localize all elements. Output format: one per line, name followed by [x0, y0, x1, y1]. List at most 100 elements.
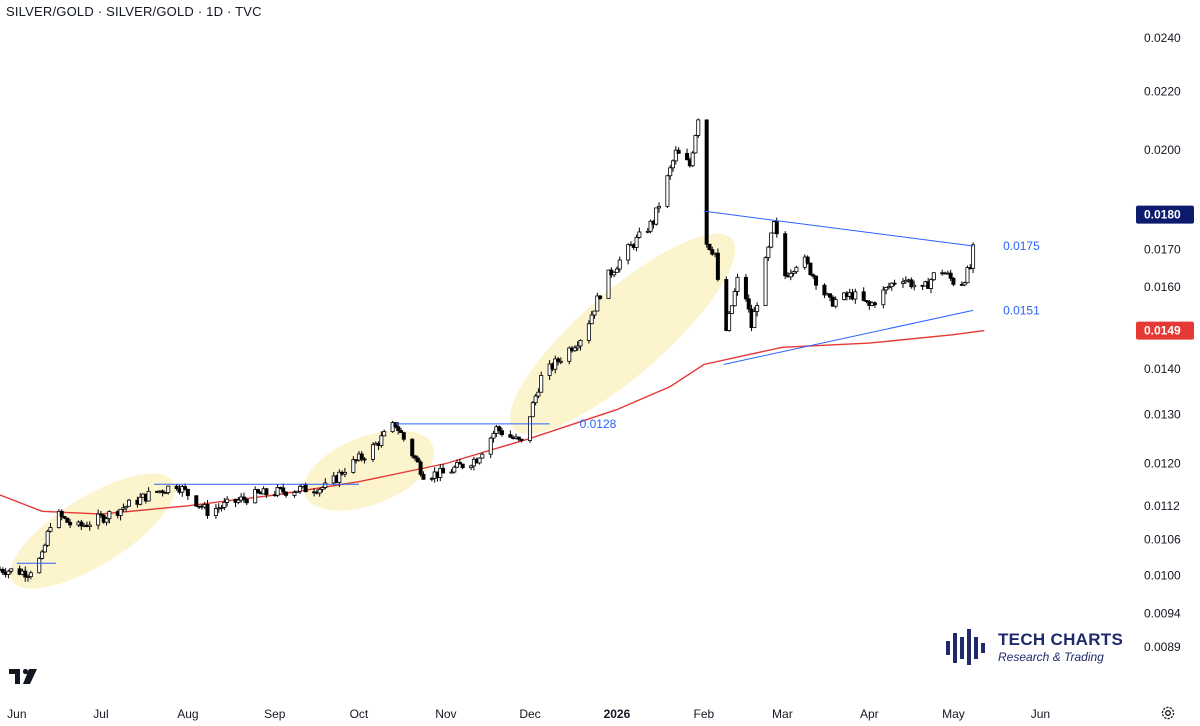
candle	[572, 345, 577, 352]
candle	[645, 227, 650, 234]
candle	[558, 357, 563, 365]
candle	[370, 442, 375, 463]
candle	[107, 510, 112, 524]
price-tick-label: 0.0240	[1144, 31, 1181, 45]
time-tick-label: Sep	[264, 707, 286, 721]
candle	[811, 273, 816, 280]
gear-icon[interactable]	[1160, 705, 1176, 726]
candle	[138, 493, 143, 506]
time-tick-label: Dec	[519, 707, 540, 721]
candle	[656, 202, 661, 213]
candle	[833, 296, 838, 309]
candle	[637, 227, 642, 239]
chart-title: SILVER/GOLD · SILVER/GOLD · 1D · TVC	[6, 4, 262, 19]
candlestick-series	[0, 118, 976, 582]
candle	[648, 219, 653, 234]
candle	[528, 416, 533, 443]
candle	[828, 293, 833, 302]
candle	[508, 430, 513, 438]
candle	[693, 134, 698, 154]
candle	[241, 492, 246, 503]
price-badge: 0.0149	[1136, 321, 1194, 340]
time-axis[interactable]: Jun Jul Aug Sep Oct Nov Dec 2026 Feb Mar Apr May Jun	[7, 707, 1050, 721]
highlight-ellipse	[509, 233, 736, 434]
candle	[126, 498, 131, 507]
tradingview-logo-icon[interactable]	[8, 667, 38, 690]
candle	[805, 255, 810, 265]
candle	[413, 454, 418, 461]
highlight-ellipse	[10, 473, 175, 589]
candle	[42, 543, 47, 553]
candle	[499, 427, 504, 437]
time-tick-label: Jun	[1031, 707, 1050, 721]
candle	[668, 165, 673, 180]
candle	[965, 265, 970, 284]
candle	[480, 452, 485, 459]
candle	[755, 302, 760, 317]
candle	[62, 515, 67, 520]
candle	[586, 320, 591, 344]
candle	[971, 242, 976, 274]
candle	[457, 458, 462, 465]
candle	[592, 310, 597, 319]
time-tick-label: Feb	[694, 707, 715, 721]
candle	[185, 488, 190, 501]
candle	[418, 459, 423, 477]
candle	[146, 487, 151, 502]
candle	[872, 301, 877, 308]
candle	[429, 476, 434, 482]
price-tick-label: 0.0160	[1144, 280, 1181, 294]
candle	[96, 509, 101, 530]
candle	[174, 483, 179, 491]
price-axis[interactable]: 0.0240 0.0220 0.0200 0.0180 0.0170 0.0160 0.01…	[1136, 31, 1194, 654]
candle	[530, 401, 535, 418]
candle	[783, 231, 788, 280]
trendline[interactable]	[703, 210, 974, 247]
price-tick-label: 0.0100	[1144, 568, 1181, 582]
candle	[98, 510, 103, 519]
candle	[752, 306, 757, 329]
trendline-label: 0.0151	[1003, 303, 1040, 317]
candle	[519, 438, 524, 443]
trendline-label: 0.0128	[580, 417, 617, 431]
candle	[23, 566, 28, 582]
candle	[724, 276, 729, 332]
brand-watermark: TECH CHARTS Research & Trading	[944, 627, 1123, 667]
candle	[491, 430, 496, 443]
candle	[87, 521, 92, 531]
trendline[interactable]	[723, 309, 974, 365]
trendline-layer[interactable]: 0.0128 0.0175 0.0151	[16, 210, 1040, 564]
candle	[40, 549, 45, 560]
candle	[788, 269, 793, 281]
candle	[118, 508, 123, 521]
candle	[166, 485, 171, 495]
candle	[194, 495, 199, 508]
candle	[931, 272, 936, 282]
candle	[715, 248, 720, 282]
candle	[477, 457, 482, 465]
candle	[351, 456, 356, 474]
candle	[317, 488, 322, 497]
candle	[281, 483, 286, 495]
candle	[685, 148, 690, 161]
highlight-ellipse	[303, 430, 434, 511]
candle	[56, 509, 61, 529]
time-tick-label: Apr	[860, 707, 879, 721]
candle	[822, 283, 827, 299]
candle	[951, 277, 956, 287]
candle	[298, 484, 303, 494]
candle	[861, 287, 866, 302]
candle	[469, 464, 474, 471]
candle	[205, 500, 210, 519]
candle	[264, 487, 269, 498]
candle	[488, 436, 493, 459]
candle	[665, 174, 670, 209]
time-tick-label: Aug	[177, 707, 198, 721]
time-tick-label: Jul	[93, 707, 108, 721]
candle	[794, 265, 799, 274]
candle	[536, 388, 541, 399]
candle	[362, 457, 367, 464]
candle	[410, 438, 415, 459]
price-tick-label: 0.0106	[1144, 533, 1181, 547]
